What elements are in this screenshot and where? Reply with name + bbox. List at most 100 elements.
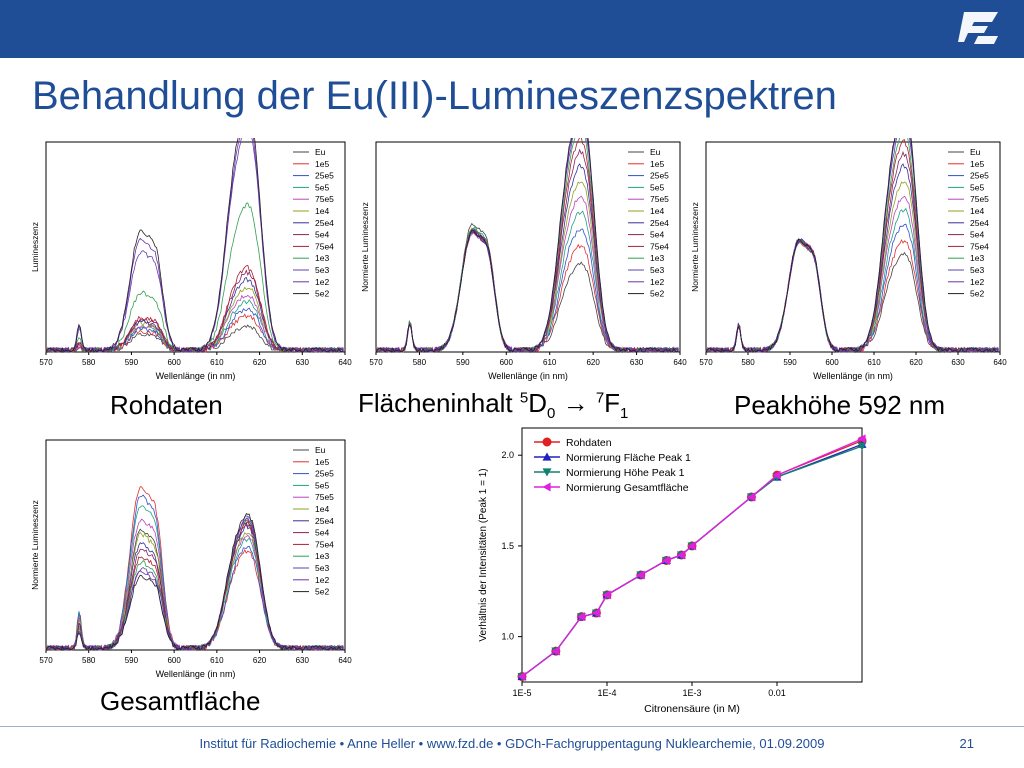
spectrum-line-5e5 <box>45 299 344 353</box>
legend-marker <box>542 452 552 461</box>
spectrum-line-25e5 <box>375 228 679 354</box>
legend-entry: 1e4 <box>315 504 329 514</box>
spectrum-line-1e4 <box>705 181 999 354</box>
x-tick-label: 590 <box>125 358 139 367</box>
legend-entry: 1e2 <box>315 575 329 585</box>
x-tick-label: 590 <box>783 358 797 367</box>
spectrum-line-1e4 <box>45 286 344 354</box>
spectrum-line-75e5 <box>375 195 679 353</box>
spectrum-line-5e2 <box>45 513 344 651</box>
spectrum-line-75e5 <box>45 518 344 651</box>
x-tick-label: 580 <box>413 358 427 367</box>
legend-entry: 5e3 <box>315 265 329 275</box>
x-tick-label: 610 <box>543 358 557 367</box>
y-axis-label: Normierte Lumineszenz <box>690 202 700 292</box>
spectrum-line-Eu <box>705 238 999 354</box>
spectrum-line-75e4 <box>705 139 999 354</box>
spectrum-line-5e4 <box>375 148 679 353</box>
spectrum-line-5e4 <box>45 521 344 651</box>
spectrum-line-75e4 <box>45 264 344 354</box>
x-tick-label: 640 <box>673 358 687 367</box>
legend-entry: 5e5 <box>650 182 664 192</box>
legend-entry: 1e3 <box>315 253 329 263</box>
page-number: 21 <box>959 736 974 751</box>
y-axis-label: Lumineszenz <box>30 222 40 272</box>
chart-height-normalized: 570 580 590 600 610 620 630 640 Wellenlänge (in … <box>690 138 1007 381</box>
spectrum-line-1e5 <box>45 313 344 353</box>
data-point <box>746 492 756 502</box>
x-tick-label: 600 <box>167 656 181 665</box>
legend-marker <box>542 482 551 492</box>
legend-entry: 75e5 <box>315 194 334 204</box>
spectrum-line-1e2 <box>45 515 344 652</box>
legend-entry: 5e3 <box>970 265 984 275</box>
legend-entry: 5e5 <box>315 182 329 192</box>
x-tick-label: 570 <box>39 656 53 665</box>
x-tick-label: 600 <box>167 358 181 367</box>
legend-entry: 75e4 <box>315 241 334 251</box>
chart-raw: 570 580 590 600 610 620 630 640 Wellenlänge (in … <box>30 138 352 381</box>
legend-entry: 5e4 <box>650 230 664 240</box>
x-tick-label: 600 <box>500 358 514 367</box>
legend-entry: 1e3 <box>315 551 329 561</box>
x-tick-label: 580 <box>82 358 96 367</box>
legend-entry: 5e3 <box>315 563 329 573</box>
plot-frame <box>375 141 681 353</box>
caption-area-text: Flächeninhalt <box>358 388 520 418</box>
page-title: Behandlung der Eu(III)-Lumineszenzspektr… <box>32 74 837 118</box>
caption-area-sub1: 1 <box>620 405 629 423</box>
legend-entry: 25e5 <box>650 171 669 181</box>
spectrum-line-5e4 <box>45 269 344 353</box>
caption-height: Peakhöhe 592 nm <box>734 390 946 420</box>
legend-entry: 75e4 <box>650 241 669 251</box>
legend-entry: 5e5 <box>970 182 984 192</box>
caption-area-sub0: 0 <box>547 405 556 423</box>
legend-entry: 1e2 <box>970 277 984 287</box>
data-point <box>636 570 645 580</box>
x-tick-label: 620 <box>909 358 923 367</box>
legend-entry: 25e4 <box>315 516 334 526</box>
data-point <box>602 590 611 600</box>
spectrum-line-5e3 <box>46 517 344 651</box>
data-point <box>857 442 867 451</box>
x-axis-label: Wellenlänge (in nm) <box>488 371 568 381</box>
legend-entry: 25e4 <box>970 218 989 228</box>
x-tick-label: 570 <box>369 358 383 367</box>
footer-text: Institut für Radiochemie • Anne Heller •… <box>199 736 825 751</box>
chart-total-normalized: 570 580 590 600 610 620 630 640 Wellenlänge (in … <box>30 439 352 679</box>
footer-divider <box>0 726 1024 727</box>
x-tick-label: 600 <box>825 358 839 367</box>
spectrum-line-Eu <box>375 222 679 354</box>
legend-entry: Eu <box>315 147 326 157</box>
spectrum-line-5e2 <box>375 138 679 353</box>
x-tick-label: 1E-5 <box>512 688 531 698</box>
header-bar <box>0 0 1024 58</box>
spectrum-line-5e3 <box>46 138 344 353</box>
legend-marker <box>542 468 552 477</box>
spectrum-line-75e5 <box>705 195 999 353</box>
x-tick-label: 630 <box>296 358 310 367</box>
legend-entry: Normierung Gesamtfläche <box>566 482 689 494</box>
x-tick-label: 570 <box>699 358 713 367</box>
x-axis-label: Citronensäure (in M) <box>644 703 740 715</box>
data-point <box>772 470 781 480</box>
x-tick-label: 590 <box>125 656 139 665</box>
spectrum-line-1e3 <box>45 202 344 354</box>
legend-entry: Rohdaten <box>566 437 612 449</box>
legend-entry: 1e5 <box>315 457 329 467</box>
legend-entry: 5e4 <box>315 528 329 538</box>
x-tick-label: 0.01 <box>768 688 786 698</box>
spectrum-line-1e2 <box>705 138 999 354</box>
plot-frame <box>45 439 346 651</box>
y-tick-label: 2.0 <box>501 450 514 460</box>
legend-entry: 1e2 <box>315 277 329 287</box>
spectrum-line-75e5 <box>45 294 344 353</box>
legend-entry: 25e4 <box>315 218 334 228</box>
legend-entry: 25e5 <box>315 171 334 181</box>
y-tick-label: 1.0 <box>501 632 514 642</box>
legend-entry: Normierung Höhe Peak 1 <box>566 467 685 479</box>
x-tick-label: 590 <box>456 358 470 367</box>
legend-entry: 5e2 <box>650 289 664 299</box>
x-tick-label: 620 <box>253 358 267 367</box>
legend-entry: 75e4 <box>970 241 989 251</box>
